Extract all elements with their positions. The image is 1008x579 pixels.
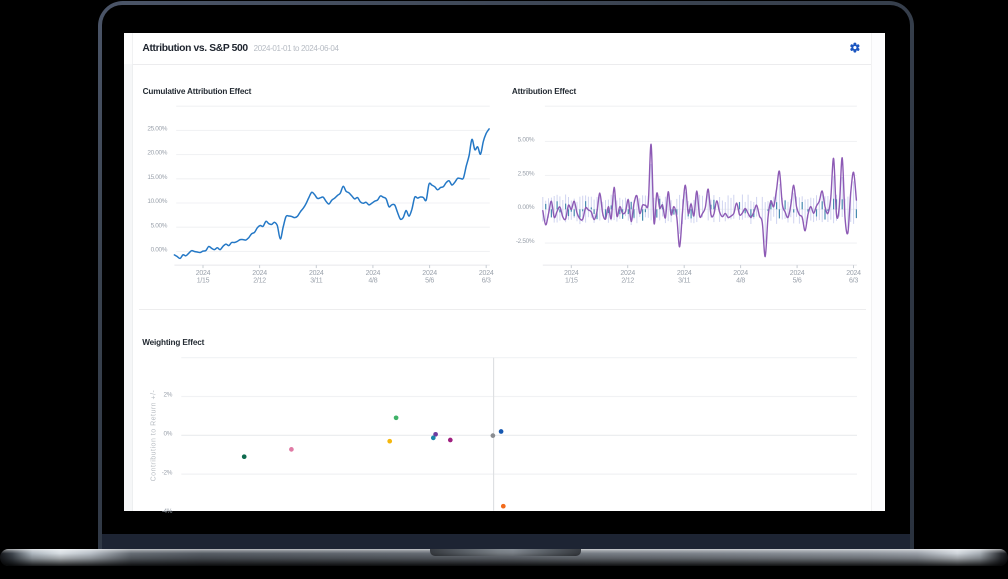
svg-text:2.50%: 2.50% (518, 170, 535, 177)
svg-text:0.00%: 0.00% (518, 204, 535, 211)
svg-text:2024: 2024 (422, 270, 437, 277)
svg-text:1/15: 1/15 (565, 278, 578, 285)
svg-text:3/11: 3/11 (678, 278, 690, 285)
svg-text:5/6: 5/6 (793, 278, 802, 285)
svg-text:15.00%: 15.00% (147, 174, 167, 181)
svg-text:2024: 2024 (366, 270, 381, 277)
svg-text:5/6: 5/6 (425, 278, 434, 285)
svg-text:2024: 2024 (196, 270, 211, 277)
svg-text:1/15: 1/15 (197, 278, 210, 285)
svg-text:6/3: 6/3 (482, 278, 491, 285)
svg-text:-2.50%: -2.50% (516, 238, 535, 245)
svg-text:-4%: -4% (162, 508, 173, 515)
svg-text:6/3: 6/3 (849, 278, 858, 285)
svg-text:2/12: 2/12 (253, 278, 266, 285)
svg-text:20.00%: 20.00% (147, 150, 167, 157)
svg-text:10.00%: 10.00% (147, 198, 167, 205)
svg-text:2024: 2024 (790, 270, 805, 277)
svg-text:3/11: 3/11 (310, 278, 322, 285)
svg-text:5.00%: 5.00% (151, 222, 168, 229)
svg-text:2024: 2024 (564, 270, 579, 277)
svg-text:2/12: 2/12 (621, 278, 634, 285)
svg-text:4/8: 4/8 (368, 278, 377, 285)
svg-text:-2%: -2% (162, 469, 173, 476)
svg-text:2024: 2024 (620, 270, 635, 277)
svg-text:2024: 2024 (733, 270, 748, 277)
svg-text:2024: 2024 (677, 270, 692, 277)
svg-text:2024: 2024 (846, 270, 861, 277)
svg-text:5.00%: 5.00% (518, 136, 535, 143)
svg-text:0.00%: 0.00% (151, 247, 168, 254)
svg-text:2024: 2024 (479, 270, 494, 277)
svg-text:2024: 2024 (309, 270, 324, 277)
svg-text:Contribution to Return +/-: Contribution to Return +/- (151, 389, 158, 481)
svg-text:0%: 0% (164, 431, 173, 438)
svg-text:2%: 2% (164, 392, 173, 399)
svg-text:4/8: 4/8 (736, 278, 745, 285)
svg-text:25.00%: 25.00% (147, 126, 167, 133)
svg-text:2024: 2024 (252, 270, 267, 277)
